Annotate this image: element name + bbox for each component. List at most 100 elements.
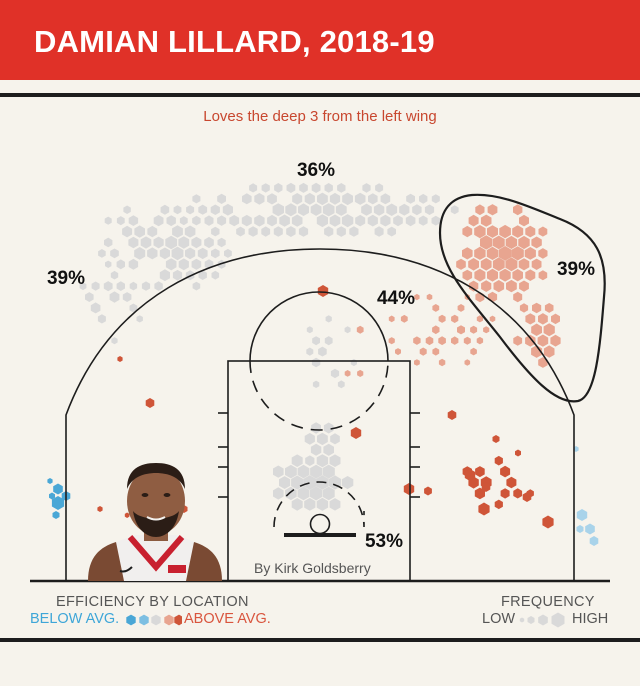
shot-hex — [116, 259, 125, 270]
shot-hex — [388, 337, 395, 345]
shot-hex — [462, 269, 473, 281]
shot-hex — [337, 183, 346, 193]
shot-hex — [463, 336, 471, 345]
shot-hex — [481, 280, 492, 292]
shot-hex — [160, 204, 170, 215]
shot-hex — [110, 270, 119, 280]
shot-hex — [519, 303, 529, 313]
shot-hex — [506, 279, 517, 293]
shot-hex — [329, 214, 341, 227]
shot-hex — [124, 512, 130, 518]
shot-hex — [297, 486, 310, 501]
shot-hex — [306, 347, 314, 356]
shot-hex — [531, 236, 542, 249]
shot-hex — [85, 292, 94, 302]
shot-hex — [550, 334, 561, 347]
shot-hex — [285, 203, 297, 217]
frequency-scale-swatch — [538, 614, 548, 626]
shot-hex — [159, 269, 170, 282]
shot-hex — [279, 214, 290, 227]
shot-hex — [450, 205, 459, 215]
shot-hex — [505, 257, 518, 272]
shot-hex — [298, 203, 309, 216]
shot-hex — [513, 204, 523, 216]
shot-hex — [500, 465, 511, 478]
shot-hex — [304, 433, 315, 445]
shot-hex — [344, 326, 351, 334]
shot-hex — [499, 268, 511, 282]
shot-hex — [512, 269, 523, 282]
shot-hex — [98, 249, 106, 258]
shot-hex — [172, 269, 183, 281]
player-portrait-icon — [88, 463, 222, 581]
shot-hex — [518, 258, 530, 271]
legend-low-label: LOW — [482, 611, 516, 627]
shot-hex — [123, 205, 131, 214]
shot-hex — [291, 214, 303, 227]
shot-hex — [432, 304, 440, 312]
shot-hex-above-avg — [492, 435, 500, 443]
shot-hex — [248, 226, 258, 237]
shot-hex — [192, 194, 201, 204]
shot-hex — [336, 226, 346, 237]
shot-hex — [109, 291, 120, 303]
shot-hex — [173, 205, 182, 215]
shot-hex — [254, 214, 265, 227]
shot-hex — [222, 203, 233, 216]
shot-hex — [474, 246, 486, 260]
shot-hex — [524, 247, 536, 260]
shot-hex — [476, 315, 483, 323]
shot-hex — [464, 359, 471, 366]
shot-hex — [317, 432, 328, 446]
shot-hex — [166, 215, 176, 227]
shot-hex — [476, 336, 484, 345]
legend-above-label: ABOVE AVG. — [184, 611, 271, 627]
shot-hex-below-avg — [589, 536, 599, 546]
shot-hex — [267, 193, 277, 205]
shot-hex — [525, 269, 536, 281]
shot-hex — [303, 475, 317, 490]
shot-hex — [386, 203, 398, 216]
shot-hex — [211, 270, 220, 280]
shot-hex — [419, 193, 428, 204]
shot-hex — [538, 270, 548, 281]
shot-hex — [217, 193, 226, 204]
shot-hex — [525, 313, 536, 325]
shot-hex — [395, 348, 401, 356]
shot-hex-below-avg — [49, 492, 55, 500]
shot-hex — [405, 215, 416, 227]
shot-hex — [261, 226, 271, 237]
shot-hex-below-avg — [51, 496, 65, 510]
shot-hex — [544, 303, 554, 313]
shot-hex — [388, 315, 395, 323]
shot-hex — [406, 193, 415, 204]
shot-hex — [184, 225, 196, 238]
paint — [227, 360, 411, 582]
shot-hex — [375, 183, 384, 193]
shot-hex — [468, 258, 479, 271]
shot-hex — [306, 326, 313, 334]
shot-hex — [426, 293, 433, 301]
shot-hex — [492, 235, 505, 250]
shot-hex-above-avg — [481, 482, 491, 492]
shot-hex — [493, 280, 505, 293]
shot-hex — [494, 455, 503, 466]
shot-hex — [531, 323, 542, 336]
shot-hex — [354, 192, 366, 205]
highlight-zone-outline — [438, 193, 606, 403]
header-banner: DAMIAN LILLARD, 2018-19 — [0, 0, 640, 80]
shot-hex — [305, 455, 315, 466]
shot-hex — [311, 357, 321, 368]
shot-hex — [273, 226, 283, 237]
shot-hex — [141, 281, 151, 291]
shot-hex — [90, 302, 101, 314]
shot-hex — [432, 325, 440, 335]
shot-hex — [480, 258, 492, 271]
shot-hex-below-avg — [576, 525, 584, 533]
shot-hex — [91, 281, 100, 291]
shot-hex — [217, 215, 227, 226]
shot-hex-above-avg — [522, 492, 532, 502]
shot-hex — [532, 302, 542, 314]
shot-hex — [462, 247, 473, 260]
shot-hex — [475, 466, 485, 478]
